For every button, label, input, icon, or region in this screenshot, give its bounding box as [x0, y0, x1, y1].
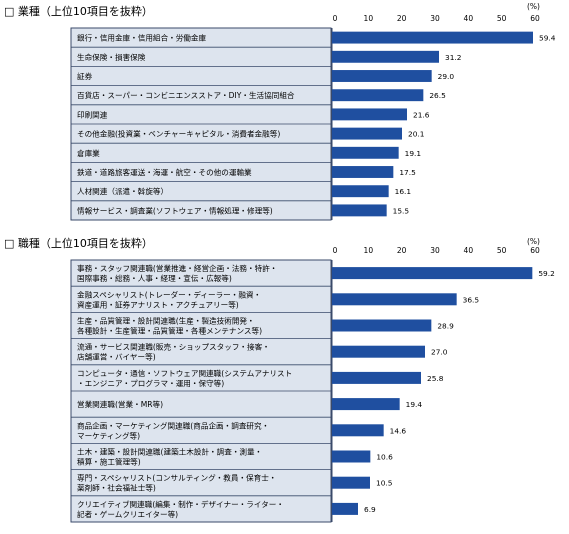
x-tick-label: 20 [397, 14, 407, 23]
data-label: 36.5 [463, 295, 480, 304]
x-tick-label: 40 [464, 14, 474, 23]
bar [332, 31, 533, 44]
bar [332, 371, 421, 384]
bar [332, 476, 370, 489]
section-title: □ 業種（上位10項目を抜粋） [4, 4, 153, 18]
bar [332, 166, 394, 178]
data-label: 6.9 [364, 505, 376, 514]
category-label: 資産運用・証券アナリスト・アクチュアリー等) [77, 299, 239, 309]
data-label: 27.0 [431, 348, 448, 357]
category-label: 記者・ゲームクリエイター等) [77, 509, 178, 519]
category-label: マーケティング等) [77, 430, 140, 440]
category-label: 商品企画・マーケティング関連職(商品企画・調査研究・ [77, 420, 269, 430]
data-label: 17.5 [399, 168, 416, 177]
x-tick-label: 10 [364, 14, 374, 23]
category-label: 流通・サービス関連職(販売・ショップスタッフ・接客・ [77, 342, 270, 352]
category-label: 土木・建築・設計関連職(建築土木設計・調査・測量・ [77, 447, 262, 457]
bar [332, 185, 389, 198]
x-tick-label: 50 [497, 14, 507, 23]
bar [332, 50, 439, 63]
category-label: 各種設計・生産管理・品質管理・各種メンテナンス等) [77, 326, 262, 336]
category-label: 営業関連職(営業・MR等) [77, 399, 163, 409]
x-tick-label: 60 [530, 246, 540, 255]
category-label: 積算・施工管理等) [77, 457, 141, 467]
bar [332, 450, 371, 463]
data-label: 19.1 [405, 149, 422, 158]
unit-label: (%) [527, 237, 540, 246]
bar [332, 127, 402, 140]
bar [332, 502, 358, 515]
category-label: 事務・スタッフ関連職(営業推進・経営企画・法務・特許・ [77, 263, 277, 273]
data-label: 59.4 [539, 34, 556, 43]
category-label: コンピュータ・通信・ソフトウェア関連職(システムアナリスト [77, 368, 292, 378]
bar [332, 398, 400, 411]
category-label: 国際事務・総務・人事・経理・宣伝・広報等) [77, 273, 232, 283]
category-label: ・エンジニア・プログラマ・運用・保守等) [77, 378, 224, 388]
bar [332, 70, 432, 82]
bar [332, 204, 387, 217]
category-label: 印刷関連 [77, 109, 108, 119]
x-tick-label: 10 [364, 246, 374, 255]
bar [332, 108, 407, 121]
data-label: 59.2 [538, 269, 554, 278]
category-label: 薬剤師・社会福祉士等) [77, 483, 156, 493]
x-tick-label: 30 [430, 246, 440, 255]
x-tick-label: 40 [464, 246, 474, 255]
data-label: 28.9 [437, 322, 454, 331]
category-label: 金融スペシャリスト(トレーダー・ディーラー・融資・ [77, 289, 261, 299]
x-tick-label: 0 [333, 246, 338, 255]
category-label: 人材関連（派遣・斡旋等） [77, 186, 168, 196]
data-label: 20.1 [408, 130, 425, 139]
data-label: 19.4 [406, 400, 423, 409]
category-label: 情報サービス・調査業(ソフトウェア・情報処理・修理等) [77, 205, 273, 215]
category-label: 専門・スペシャリスト(コンサルティング・教員・保育士・ [77, 473, 276, 483]
x-tick-label: 0 [333, 14, 338, 23]
category-label: 生命保険・損害保険 [77, 52, 146, 62]
data-label: 21.6 [413, 110, 430, 119]
bar [332, 345, 425, 358]
category-label: その他金融(投資業・ベンチャーキャピタル・消費者金融等) [77, 129, 280, 139]
chart-occupation: □ 職種（上位10項目を抜粋） (%) 0 10 20 30 40 50 60 事務・スタッフ関連… [4, 236, 555, 523]
category-label: クリエイティブ関連職(編集・制作・デザイナー・ライター・ [77, 499, 284, 509]
bar [332, 319, 432, 332]
chart-industry: □ 業種（上位10項目を抜粋） (%) 0 10 20 30 40 50 60 銀行・信用金庫・信… [4, 2, 556, 221]
category-label: 生産・品質管理・設計関連職(生産・製造技術開発・ [77, 316, 255, 326]
unit-label: (%) [527, 2, 540, 11]
data-label: 14.6 [390, 426, 407, 435]
x-tick-label: 20 [397, 246, 407, 255]
x-tick-label: 50 [497, 246, 507, 255]
bar [332, 267, 533, 280]
bar [332, 146, 399, 159]
data-label: 26.5 [429, 91, 446, 100]
bar [332, 89, 424, 102]
bar [332, 293, 457, 306]
category-label: 店舗運営・バイヤー等) [77, 352, 156, 362]
category-label: 倉庫業 [77, 148, 100, 158]
x-tick-label: 30 [430, 14, 440, 23]
data-label: 31.2 [445, 53, 461, 62]
category-label: 鉄道・道路旅客運送・海運・航空・その他の運輸業 [77, 167, 252, 177]
data-label: 10.5 [376, 479, 393, 488]
bar [332, 424, 384, 437]
data-label: 10.6 [376, 453, 393, 462]
data-label: 16.1 [395, 187, 412, 196]
category-label: 証券 [77, 71, 93, 81]
data-label: 29.0 [438, 72, 455, 81]
data-label: 25.8 [427, 374, 444, 383]
x-tick-label: 60 [530, 14, 540, 23]
category-label: 銀行・信用金庫・信用組合・労働金庫 [77, 33, 206, 43]
section-title: □ 職種（上位10項目を抜粋） [4, 236, 153, 250]
category-label: 百貨店・スーパー・コンビニエンスストア・DIY・生活協同組合 [77, 90, 295, 100]
data-label: 15.5 [393, 206, 410, 215]
